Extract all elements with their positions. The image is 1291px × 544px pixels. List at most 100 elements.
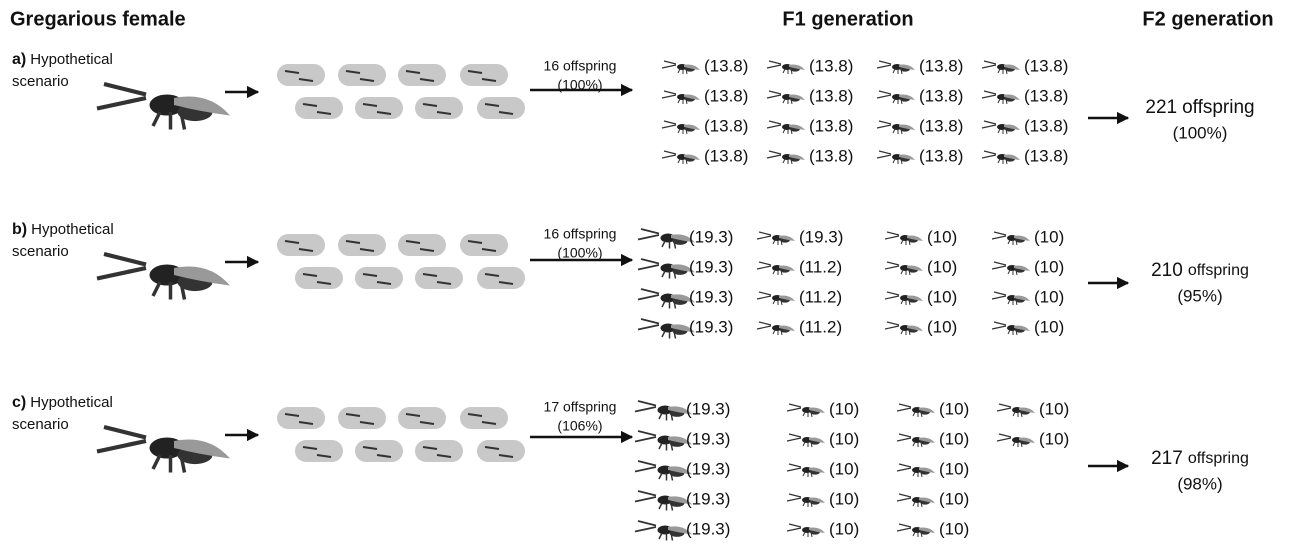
larva	[405, 413, 435, 425]
wasp-icon	[637, 288, 695, 309]
offspring-count: 17 offspring	[544, 399, 617, 415]
legs	[900, 239, 911, 246]
wing	[789, 124, 805, 130]
wasp-icon	[876, 60, 915, 75]
wasp-icon	[896, 433, 935, 448]
wasp-icon	[756, 291, 795, 306]
wing	[809, 437, 825, 443]
larva	[467, 240, 497, 252]
wasp-icon	[884, 231, 923, 246]
scenario-word: Hypothetical	[30, 394, 113, 411]
f1-value: (13.8)	[704, 116, 748, 135]
f1-value: (13.8)	[809, 56, 853, 75]
f1-value: (13.8)	[919, 56, 963, 75]
antenna	[634, 490, 657, 503]
wasp-icon	[661, 60, 700, 75]
legs	[782, 68, 793, 75]
wing	[1014, 235, 1030, 241]
legs	[802, 441, 813, 448]
f1-value: (13.8)	[809, 86, 853, 105]
egg-capsule	[355, 97, 403, 119]
offspring-percent: (100%)	[557, 245, 602, 261]
antenna	[981, 150, 997, 159]
legs	[912, 471, 923, 478]
egg-capsule	[295, 440, 343, 462]
wasp-icon	[96, 81, 230, 130]
egg-capsule	[460, 407, 508, 429]
antenna	[786, 433, 802, 442]
wing	[668, 526, 692, 535]
f2-word: offspring	[1188, 450, 1249, 467]
wasp-icon	[634, 430, 692, 451]
wasp-icon	[991, 321, 1030, 336]
f1-value: (10)	[939, 459, 969, 478]
wing	[789, 64, 805, 70]
egg-capsule	[295, 267, 343, 289]
larva	[284, 70, 314, 82]
wasp-icon	[766, 120, 805, 135]
legs	[912, 501, 923, 508]
scenario-label: scenario	[12, 73, 69, 90]
legs	[802, 531, 813, 538]
legs	[900, 329, 911, 336]
f1-value: (19.3)	[689, 287, 733, 306]
f1-value: (10)	[829, 399, 859, 418]
f1-value: (13.8)	[919, 116, 963, 135]
legs	[658, 502, 674, 511]
wing	[671, 264, 695, 273]
wing	[899, 154, 915, 160]
wing	[899, 64, 915, 70]
antenna	[756, 231, 772, 240]
f1-value: (13.8)	[919, 146, 963, 165]
f1-value: (19.3)	[689, 257, 733, 276]
wing	[668, 436, 692, 445]
antenna	[637, 258, 660, 271]
antenna	[981, 90, 997, 99]
wing	[1004, 124, 1020, 130]
wasp-icon	[884, 321, 923, 336]
wing	[919, 467, 935, 473]
wing	[1014, 295, 1030, 301]
legs	[661, 330, 677, 339]
legs	[151, 111, 187, 130]
legs	[892, 158, 903, 165]
wing	[684, 64, 700, 70]
f1-value: (13.8)	[809, 116, 853, 135]
wing	[919, 437, 935, 443]
antenna	[884, 321, 900, 330]
offspring-count: 16 offspring	[544, 58, 617, 74]
legs	[677, 68, 688, 75]
legs	[661, 240, 677, 249]
egg-capsule	[295, 97, 343, 119]
f1-value: (10)	[829, 489, 859, 508]
legs	[658, 532, 674, 541]
antenna	[896, 433, 912, 442]
wasp-icon	[981, 90, 1020, 105]
wasp-icon	[896, 493, 935, 508]
wasp-icon	[876, 90, 915, 105]
f1-value: (13.8)	[1024, 116, 1068, 135]
antenna	[896, 523, 912, 532]
legs	[782, 98, 793, 105]
f1-value: (13.8)	[1024, 86, 1068, 105]
f1-value: (13.8)	[919, 86, 963, 105]
larva	[284, 413, 314, 425]
wing	[779, 265, 795, 271]
wasp-icon	[634, 520, 692, 541]
legs	[997, 158, 1008, 165]
f2-count: 221	[1145, 97, 1177, 118]
egg-capsule	[277, 234, 325, 256]
f1-value: (11.2)	[799, 287, 842, 306]
offspring-percent: (100%)	[557, 77, 602, 93]
f1-value: (19.3)	[686, 429, 730, 448]
wasp-icon	[766, 60, 805, 75]
f1-value: (13.8)	[704, 86, 748, 105]
antenna	[991, 261, 1007, 270]
wing	[919, 407, 935, 413]
legs	[782, 128, 793, 135]
legs	[677, 128, 688, 135]
scenario-label: scenario	[12, 416, 69, 433]
legs	[658, 412, 674, 421]
legs	[677, 98, 688, 105]
